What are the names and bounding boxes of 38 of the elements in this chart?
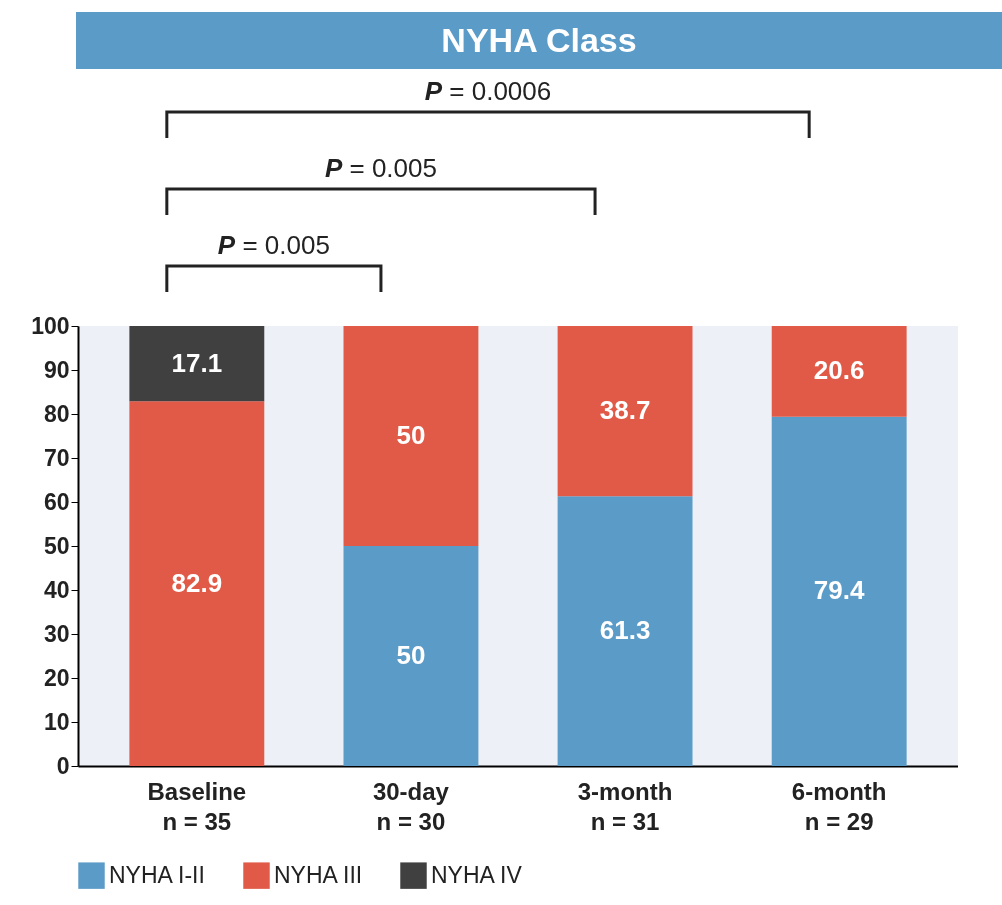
text: P = 0.005 xyxy=(217,230,330,260)
x-tick-label: 30-day n = 30 xyxy=(372,777,450,835)
y-tick-label: 30 xyxy=(43,620,70,647)
bar xyxy=(557,326,693,497)
data-label: 17.1 xyxy=(171,347,223,378)
y-tick-label: 50 xyxy=(43,532,70,559)
legend-label: NYHA III xyxy=(274,861,363,888)
y-tick-label: 90 xyxy=(43,356,70,383)
y-tick-label: 20 xyxy=(43,664,70,691)
data-label: 38.7 xyxy=(599,395,651,426)
y-tick-label: 40 xyxy=(43,576,70,603)
data-label: 50 xyxy=(396,420,426,450)
text: P = 0.005 xyxy=(324,153,437,183)
data-label: 61.3 xyxy=(599,615,651,646)
x-tick-label: 3-month n = 31 xyxy=(577,777,673,835)
bar xyxy=(129,401,265,766)
data-label: 20.6 xyxy=(813,355,865,386)
bar xyxy=(129,326,265,402)
bar xyxy=(771,326,907,417)
bar xyxy=(343,546,479,766)
legend-label: NYHA IV xyxy=(431,861,523,888)
bar xyxy=(343,326,479,546)
bar xyxy=(557,496,693,766)
x-tick-label: 6-month n = 29 xyxy=(791,777,887,835)
data-label: 50 xyxy=(396,640,426,670)
text: P = 0.0006 xyxy=(424,76,552,106)
legend-label: NYHA I-II xyxy=(109,861,205,888)
y-tick-label: 100 xyxy=(31,312,70,339)
y-tick-label: 10 xyxy=(43,708,70,735)
y-tick-label: 0 xyxy=(56,752,70,779)
data-label: 82.9 xyxy=(171,567,223,598)
chart-title: NYHA Class xyxy=(76,12,1002,69)
y-tick-label: 70 xyxy=(43,444,70,471)
y-tick-label: 80 xyxy=(43,400,70,427)
data-label: 79.4 xyxy=(813,575,866,606)
y-tick-label: 60 xyxy=(43,488,70,515)
bar xyxy=(771,416,907,766)
x-tick-label: Baseline n = 35 xyxy=(147,777,247,835)
